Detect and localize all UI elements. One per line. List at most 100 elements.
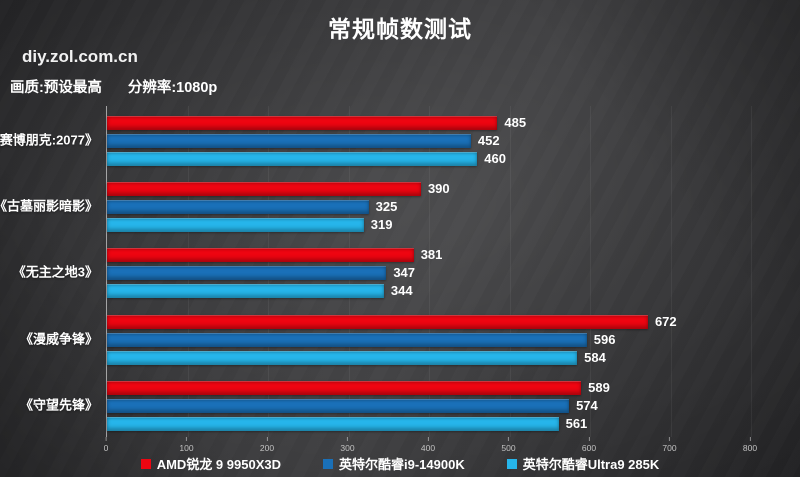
bar-series-0 (107, 116, 498, 130)
tick-label: 100 (179, 443, 194, 453)
bar-series-0 (107, 314, 648, 329)
tick-label: 800 (742, 443, 758, 453)
bar-row: 584 (107, 349, 751, 365)
settings-resolution: 分辨率:1080p (127, 80, 218, 96)
tick-label: 400 (420, 443, 436, 453)
bar-series-0 (107, 248, 414, 263)
bar-series-1 (107, 266, 387, 281)
page-title: 常规帧数测试 (328, 16, 472, 42)
value-label: 452 (477, 133, 500, 148)
x-tick: 500 (501, 437, 516, 453)
x-tick: 600 (582, 437, 596, 453)
gridline (670, 106, 672, 437)
bar-series-1 (107, 200, 369, 215)
bar-row: 485 (107, 116, 751, 130)
tick-mark (347, 437, 348, 441)
category-label: 《赛博朋克:2077》 (0, 132, 98, 148)
legend: AMD锐龙 9 9950X3D 英特尔酷睿i9-14900K 英特尔酷睿Ultra9… (0, 454, 800, 473)
bar-row: 596 (107, 331, 751, 347)
bar-row: 319 (107, 217, 751, 233)
x-tick: 700 (662, 437, 677, 453)
watermark: diy.zol.com.cn (22, 47, 138, 66)
legend-label: 英特尔酷睿i9-14900K (339, 457, 465, 472)
tick-label: 500 (501, 443, 516, 453)
tick-mark (669, 437, 670, 441)
bar-row: 460 (107, 152, 751, 166)
bar-row: 574 (107, 397, 751, 413)
legend-swatch-icon (323, 458, 333, 469)
legend-swatch-icon (140, 458, 151, 469)
bar-row: 561 (107, 415, 751, 431)
category-label: 《漫威争锋》 (19, 331, 98, 347)
settings-quality: 画质:预设最高 (10, 80, 102, 96)
bar-group: 《赛博朋克:2077》 485 452 460 (0, 106, 751, 172)
x-axis: 0 100 200 300 400 500 600 700 800 (103, 437, 757, 459)
bar-series-1 (107, 134, 471, 148)
bar-series-2 (107, 218, 364, 233)
plot-area: 《赛博朋克:2077》 485 452 460 《古墓丽影暗影》 390 325 319 《无主… (0, 106, 752, 437)
gridline (590, 106, 591, 437)
value-label: 561 (565, 415, 588, 431)
x-tick: 300 (340, 437, 355, 453)
value-label: 325 (375, 199, 398, 215)
value-label: 347 (393, 265, 416, 281)
bar-series-2 (107, 416, 559, 431)
bar-row: 325 (107, 199, 751, 215)
value-label: 381 (420, 247, 443, 263)
bar-stack: 381 347 344 (107, 247, 751, 299)
x-tick: 100 (179, 437, 194, 453)
value-label: 584 (584, 349, 606, 365)
bar-row: 347 (107, 265, 751, 281)
tick-mark (427, 437, 429, 441)
bar-series-0 (107, 380, 582, 395)
bar-series-2 (107, 284, 384, 299)
bar-series-2 (107, 350, 578, 365)
tick-label: 0 (103, 443, 109, 453)
value-label: 574 (576, 397, 598, 413)
gridline (429, 106, 430, 437)
bar-stack: 672 596 584 (107, 313, 751, 365)
legend-item-0: AMD锐龙 9 9950X3D (140, 454, 281, 473)
bar-row: 589 (107, 380, 751, 395)
bar-series-1 (107, 398, 570, 413)
category-label: 《古墓丽影暗影》 (0, 198, 98, 214)
x-tick: 200 (260, 437, 274, 453)
tick-mark (588, 437, 590, 441)
tick-mark (508, 437, 509, 441)
legend-item-1: 英特尔酷睿i9-14900K (323, 454, 465, 473)
bar-stack: 485 452 460 (107, 116, 751, 166)
gridline (751, 106, 752, 437)
bar-row: 390 (107, 181, 751, 197)
value-label: 485 (504, 115, 527, 130)
gridline (509, 106, 511, 437)
value-label: 319 (370, 217, 393, 233)
category-label: 《无主之地3》 (12, 264, 98, 280)
tick-mark (105, 437, 107, 441)
tick-label: 300 (340, 443, 355, 453)
tick-label: 700 (662, 443, 677, 453)
value-label: 390 (427, 181, 450, 197)
x-tick: 0 (103, 437, 109, 453)
bar-row: 672 (107, 313, 751, 329)
bar-series-0 (107, 182, 421, 197)
legend-swatch-icon (506, 458, 517, 469)
bar-row: 344 (107, 283, 751, 299)
bar-series-1 (107, 332, 587, 347)
tick-mark (749, 437, 751, 441)
tick-label: 600 (581, 443, 597, 453)
x-tick: 800 (743, 437, 757, 453)
value-label: 596 (593, 331, 616, 347)
bar-group: 《漫威争锋》 672 596 584 (20, 305, 751, 371)
value-label: 344 (390, 283, 413, 299)
legend-label: AMD锐龙 9 9950X3D (156, 457, 281, 472)
tick-mark (266, 437, 268, 441)
value-label: 672 (654, 313, 677, 329)
bar-group: 《守望先锋》 589 574 561 (20, 371, 751, 437)
value-label: 460 (484, 151, 506, 166)
x-tick: 400 (421, 437, 435, 453)
bar-group: 《古墓丽影暗影》 390 325 319 (0, 172, 751, 238)
bar-stack: 390 325 319 (107, 181, 751, 233)
category-label: 《守望先锋》 (19, 397, 98, 413)
tick-label: 200 (259, 443, 275, 453)
